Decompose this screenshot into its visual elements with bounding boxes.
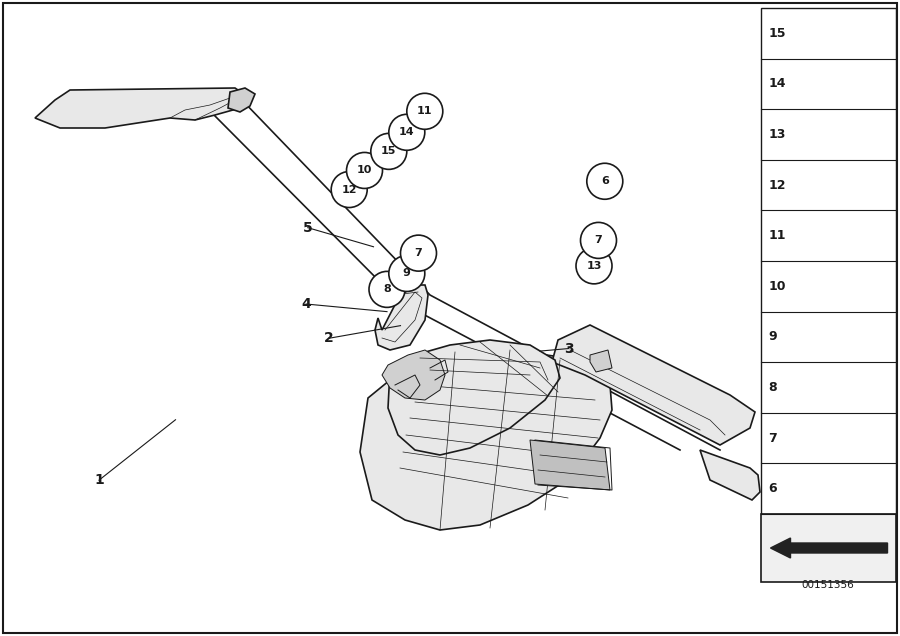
Polygon shape bbox=[530, 440, 610, 490]
Text: 9: 9 bbox=[403, 268, 410, 279]
Text: 7: 7 bbox=[415, 248, 422, 258]
Text: 13: 13 bbox=[769, 128, 786, 141]
Circle shape bbox=[371, 134, 407, 169]
Circle shape bbox=[576, 248, 612, 284]
Polygon shape bbox=[770, 538, 887, 558]
Text: 15: 15 bbox=[769, 27, 786, 40]
Text: 7: 7 bbox=[595, 235, 602, 245]
Circle shape bbox=[346, 153, 382, 188]
Text: 12: 12 bbox=[769, 179, 786, 191]
Polygon shape bbox=[552, 325, 755, 445]
Circle shape bbox=[407, 93, 443, 129]
Text: 13: 13 bbox=[586, 261, 602, 271]
Text: 8: 8 bbox=[383, 284, 391, 294]
Text: 12: 12 bbox=[341, 184, 357, 195]
Text: 7: 7 bbox=[769, 432, 778, 445]
Polygon shape bbox=[382, 350, 445, 400]
Circle shape bbox=[389, 114, 425, 150]
Circle shape bbox=[580, 223, 616, 258]
Text: 11: 11 bbox=[417, 106, 433, 116]
Circle shape bbox=[400, 235, 436, 271]
Text: 00151356: 00151356 bbox=[802, 580, 854, 590]
Text: 6: 6 bbox=[769, 482, 777, 495]
Polygon shape bbox=[360, 350, 612, 530]
Polygon shape bbox=[388, 340, 560, 455]
Text: 10: 10 bbox=[769, 280, 786, 293]
Polygon shape bbox=[375, 285, 428, 350]
Polygon shape bbox=[700, 450, 760, 500]
Polygon shape bbox=[590, 350, 612, 372]
Text: 8: 8 bbox=[769, 381, 777, 394]
Circle shape bbox=[587, 163, 623, 199]
Text: 15: 15 bbox=[381, 146, 397, 156]
Text: 4: 4 bbox=[302, 297, 310, 311]
Text: 1: 1 bbox=[94, 473, 104, 487]
Circle shape bbox=[369, 272, 405, 307]
Circle shape bbox=[389, 256, 425, 291]
Polygon shape bbox=[228, 88, 255, 112]
Text: 6: 6 bbox=[601, 176, 608, 186]
Text: 5: 5 bbox=[303, 221, 312, 235]
Text: 9: 9 bbox=[769, 330, 777, 343]
Text: 14: 14 bbox=[399, 127, 415, 137]
Circle shape bbox=[331, 172, 367, 207]
Text: 14: 14 bbox=[769, 78, 786, 90]
Text: 3: 3 bbox=[564, 342, 573, 356]
Text: 10: 10 bbox=[356, 165, 373, 176]
Text: 11: 11 bbox=[769, 229, 786, 242]
Text: 2: 2 bbox=[324, 331, 333, 345]
Polygon shape bbox=[35, 88, 250, 128]
FancyBboxPatch shape bbox=[760, 514, 896, 582]
FancyBboxPatch shape bbox=[760, 8, 896, 514]
